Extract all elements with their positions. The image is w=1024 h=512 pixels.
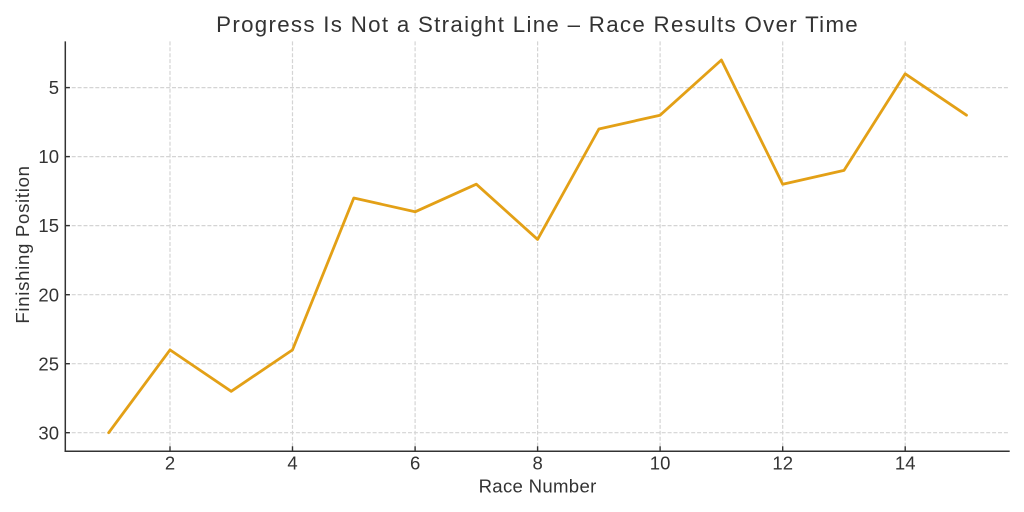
svg-text:20: 20 — [38, 284, 59, 305]
svg-text:Race Number: Race Number — [479, 476, 597, 497]
svg-text:10: 10 — [650, 453, 671, 474]
svg-text:30: 30 — [38, 422, 59, 443]
svg-text:8: 8 — [532, 453, 542, 474]
svg-text:2: 2 — [165, 453, 175, 474]
svg-text:5: 5 — [49, 77, 59, 98]
svg-text:14: 14 — [895, 453, 916, 474]
svg-text:Progress Is Not a Straight Lin: Progress Is Not a Straight Line – Race R… — [216, 12, 859, 37]
svg-text:4: 4 — [287, 453, 297, 474]
svg-text:10: 10 — [38, 146, 59, 167]
svg-text:12: 12 — [772, 453, 793, 474]
svg-text:15: 15 — [38, 215, 59, 236]
svg-text:6: 6 — [410, 453, 420, 474]
svg-text:Finishing Position: Finishing Position — [12, 165, 33, 323]
svg-text:25: 25 — [38, 353, 59, 374]
